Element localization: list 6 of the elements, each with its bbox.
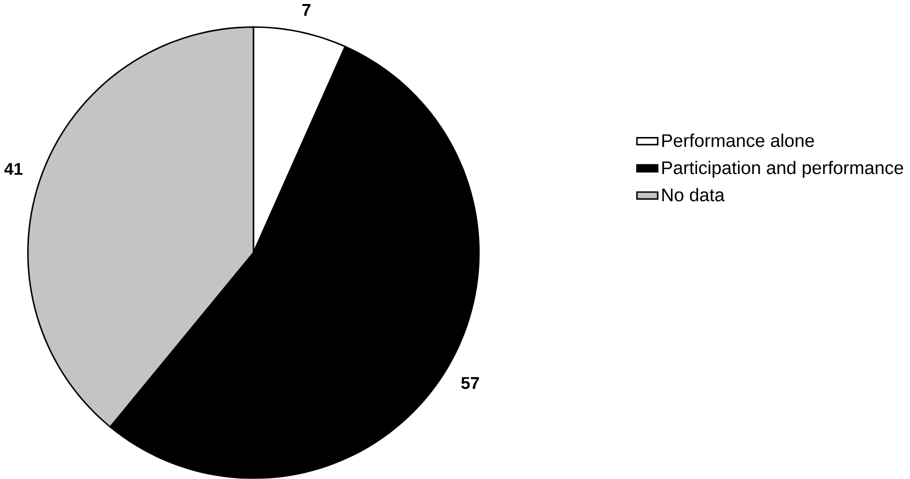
- data-label: 7: [302, 4, 310, 16]
- legend-label: No data: [662, 188, 725, 202]
- data-label: 57: [461, 377, 479, 390]
- data-label: 41: [4, 163, 23, 175]
- legend-label: Performance alone: [662, 134, 814, 148]
- legend-label: Participation and performance: [662, 160, 904, 178]
